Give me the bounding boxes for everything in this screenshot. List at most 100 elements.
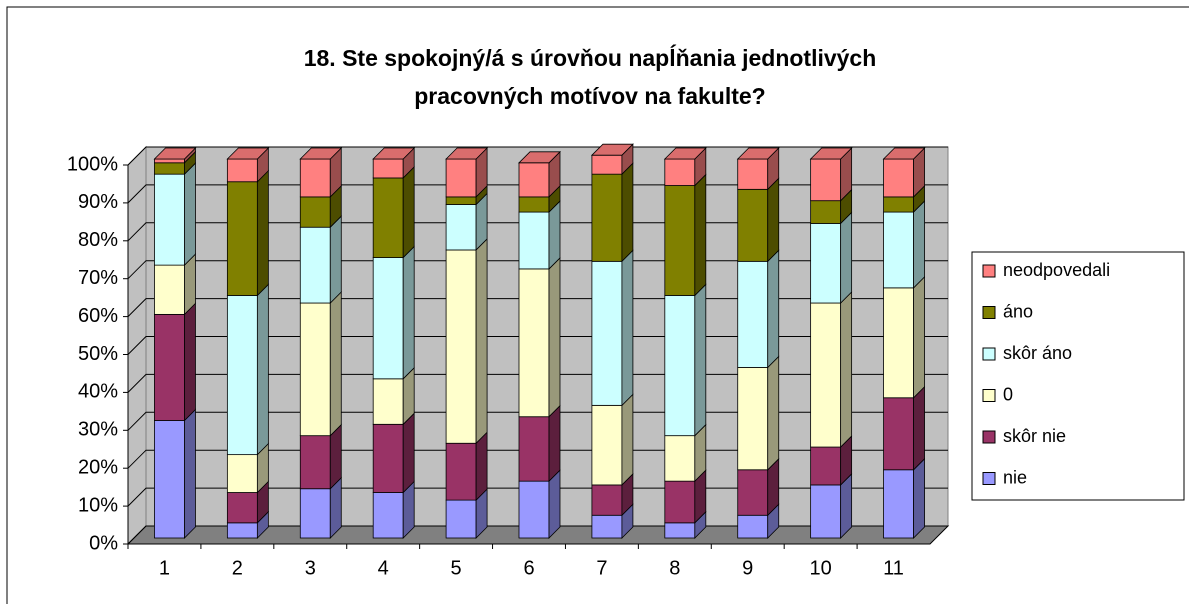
bar-segment bbox=[518, 480, 550, 539]
bar-side bbox=[402, 165, 415, 259]
bar-top bbox=[809, 147, 853, 160]
bar-segment bbox=[737, 367, 769, 471]
bar-segment bbox=[737, 158, 769, 190]
bar-segment bbox=[154, 162, 185, 175]
bar-top bbox=[226, 147, 270, 160]
grid-line bbox=[127, 146, 948, 166]
bar-top bbox=[663, 147, 707, 160]
y-tick-label: 60% bbox=[78, 305, 118, 327]
bar-side bbox=[548, 404, 561, 483]
bar-segment bbox=[591, 514, 623, 539]
x-tick-label: 11 bbox=[883, 557, 904, 579]
legend-label: skôr áno bbox=[1003, 343, 1072, 363]
bar-segment bbox=[445, 196, 477, 205]
bar-segment bbox=[591, 154, 623, 175]
y-tick-label: 50% bbox=[78, 343, 118, 365]
bar-side bbox=[548, 200, 561, 270]
bar-segment bbox=[810, 200, 842, 224]
bar-segment bbox=[299, 488, 331, 539]
bar-segment bbox=[737, 469, 769, 516]
bar-top bbox=[299, 147, 343, 160]
bar-segment bbox=[299, 226, 331, 304]
bar-side bbox=[767, 355, 780, 471]
bar-segment bbox=[591, 484, 623, 516]
bar-top bbox=[590, 143, 634, 156]
bar-segment bbox=[299, 158, 331, 198]
bar-segment bbox=[591, 173, 623, 262]
legend-label: áno bbox=[1003, 301, 1033, 321]
bar-side bbox=[840, 211, 853, 304]
bar-segment bbox=[591, 260, 623, 406]
bar-side bbox=[548, 469, 561, 539]
x-tick-label: 1 bbox=[159, 557, 170, 579]
bar-segment bbox=[664, 522, 696, 539]
bar-segment bbox=[226, 181, 258, 296]
bar-segment bbox=[664, 480, 696, 524]
legend-label: 0 bbox=[1003, 384, 1013, 404]
bar-segment bbox=[226, 295, 258, 456]
bar-segment bbox=[299, 302, 331, 437]
bar-side bbox=[256, 169, 269, 297]
bar-segment bbox=[372, 378, 404, 425]
bar-segment bbox=[226, 522, 258, 539]
x-tick-label: 9 bbox=[742, 557, 753, 579]
bar-segment bbox=[445, 442, 477, 501]
bar-segment bbox=[883, 158, 914, 198]
legend-swatch bbox=[982, 389, 996, 402]
bar-segment bbox=[883, 397, 914, 471]
bar-segment bbox=[154, 313, 185, 421]
bar-segment bbox=[372, 158, 404, 179]
bar-segment bbox=[518, 268, 550, 418]
legend-swatch bbox=[982, 347, 996, 361]
legend-label: nie bbox=[1003, 467, 1027, 487]
bar-top bbox=[153, 147, 197, 160]
bar-segment bbox=[299, 435, 331, 490]
x-tick-label: 6 bbox=[523, 557, 534, 579]
bar-segment bbox=[518, 416, 550, 482]
y-tick-label: 90% bbox=[78, 191, 118, 213]
x-tick-label: 2 bbox=[232, 557, 243, 579]
y-tick-label: 20% bbox=[78, 456, 118, 478]
bar-segment bbox=[737, 514, 769, 539]
bar-side bbox=[913, 457, 925, 539]
bar-segment bbox=[810, 446, 842, 486]
x-tick-label: 10 bbox=[810, 557, 832, 579]
bar-segment bbox=[445, 204, 477, 251]
x-tick-label: 8 bbox=[669, 557, 680, 579]
bar-segment bbox=[810, 158, 842, 202]
bar-segment bbox=[591, 404, 623, 486]
bar-segment bbox=[154, 173, 185, 266]
bar-segment bbox=[883, 287, 914, 399]
y-tick-label: 10% bbox=[78, 494, 118, 516]
bar-side bbox=[402, 412, 415, 494]
bar-segment bbox=[154, 158, 185, 164]
y-tick-label: 70% bbox=[78, 267, 118, 289]
y-tick-label: 0% bbox=[89, 532, 118, 554]
bar-top bbox=[736, 147, 780, 160]
bar-segment bbox=[226, 454, 258, 493]
bar-side bbox=[913, 385, 925, 471]
bar-side bbox=[256, 283, 269, 456]
bar-segment bbox=[810, 223, 842, 304]
bar-top bbox=[372, 147, 416, 160]
x-tick-label: 5 bbox=[451, 557, 462, 579]
y-tick-label: 40% bbox=[78, 381, 118, 403]
bar-side bbox=[402, 245, 415, 380]
bar-side bbox=[548, 256, 561, 418]
bar-segment bbox=[372, 423, 404, 493]
legend bbox=[971, 251, 1185, 501]
bar-side bbox=[694, 283, 707, 437]
bar-segment bbox=[737, 260, 769, 368]
bar-top bbox=[882, 147, 926, 160]
x-tick-label: 7 bbox=[596, 557, 607, 579]
bar-segment bbox=[154, 264, 185, 315]
bar-segment bbox=[226, 158, 258, 183]
y-tick-label: 100% bbox=[67, 153, 118, 175]
bar-side bbox=[767, 249, 780, 369]
legend-swatch bbox=[982, 264, 996, 278]
bar-segment bbox=[883, 469, 914, 539]
bar-segment bbox=[664, 158, 696, 186]
bar-side bbox=[329, 291, 342, 437]
y-tick-label: 30% bbox=[78, 419, 118, 441]
bar-top bbox=[445, 147, 489, 160]
